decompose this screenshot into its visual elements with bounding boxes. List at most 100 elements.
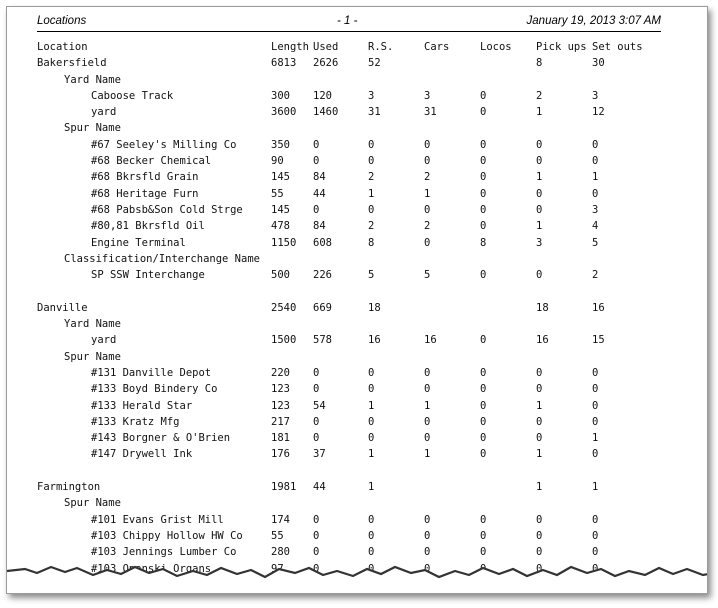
cell-locos: 0 [480, 89, 487, 102]
cell-cars: 0 [424, 203, 431, 216]
cell-location: #103 Opanski Organs [91, 562, 212, 575]
cell-cars: 0 [424, 529, 431, 542]
cell-rs: 2 [368, 171, 375, 184]
cell-used: 37 [313, 448, 326, 461]
cell-locos: 0 [480, 415, 487, 428]
cell-locos: 0 [480, 203, 487, 216]
col-length: Length [271, 41, 309, 53]
cell-rs: 0 [368, 383, 375, 396]
locations-report: Location Length Used R.S. Cars Locos Pic… [37, 41, 707, 579]
cell-location: Spur Name [64, 122, 121, 135]
cell-length: 123 [271, 383, 290, 396]
cell-used: 0 [313, 138, 320, 151]
cell-location: Danville [37, 301, 88, 314]
cell-pickups: 1 [536, 448, 543, 461]
cell-rs: 8 [368, 236, 375, 249]
cell-used: 84 [313, 220, 326, 233]
cell-setouts: 1 [592, 171, 599, 184]
col-rs: R.S. [368, 41, 394, 53]
group-heading-row: Spur Name [37, 351, 707, 367]
cell-length: 2540 [271, 301, 297, 314]
track-row: #67 Seeley's Milling Co 350 0 0 0 0 0 0 [37, 139, 707, 155]
cell-cars: 0 [424, 562, 431, 575]
cell-rs: 1 [368, 448, 375, 461]
cell-rs: 0 [368, 203, 375, 216]
cell-pickups: 0 [536, 187, 543, 200]
track-row: #68 Pabsb&Son Cold Strge 145 0 0 0 0 0 3 [37, 204, 707, 220]
cell-location: Classification/Interchange Name [64, 252, 260, 265]
cell-locos: 0 [480, 106, 487, 119]
cell-pickups: 1 [536, 399, 543, 412]
col-location: Location [37, 41, 88, 53]
cell-used: 578 [313, 334, 332, 347]
cell-used: 0 [313, 415, 320, 428]
cell-location: Bakersfield [37, 57, 107, 70]
cell-rs: 3 [368, 89, 375, 102]
cell-pickups: 0 [536, 203, 543, 216]
cell-setouts: 0 [592, 187, 599, 200]
cell-rs: 0 [368, 155, 375, 168]
track-row: #143 Borgner & O'Brien 181 0 0 0 0 0 1 [37, 432, 707, 448]
cell-locos: 0 [480, 546, 487, 559]
cell-length: 478 [271, 220, 290, 233]
cell-location: #68 Pabsb&Son Cold Strge [91, 203, 243, 216]
page-header: Locations - 1 - January 19, 2013 3:07 AM [37, 15, 661, 32]
cell-location: #68 Heritage Furn [91, 187, 199, 200]
group-heading-row: Yard Name [37, 318, 707, 334]
cell-location: #101 Evans Grist Mill [91, 513, 224, 526]
track-row: #133 Boyd Bindery Co 123 0 0 0 0 0 0 [37, 383, 707, 399]
cell-length: 1150 [271, 236, 297, 249]
group-heading-row: Yard Name [37, 74, 707, 90]
cell-locos: 0 [480, 334, 487, 347]
cell-setouts: 12 [592, 106, 605, 119]
report-title: Locations [37, 15, 87, 27]
cell-used: 0 [313, 432, 320, 445]
cell-cars: 0 [424, 432, 431, 445]
cell-setouts: 4 [592, 220, 599, 233]
cell-rs: 0 [368, 513, 375, 526]
track-row: #147 Drywell Ink 176 37 1 1 0 1 0 [37, 448, 707, 464]
cell-setouts: 0 [592, 562, 599, 575]
cell-locos: 0 [480, 448, 487, 461]
track-row: #68 Bkrsfld Grain 145 84 2 2 0 1 1 [37, 171, 707, 187]
cell-cars: 2 [424, 220, 431, 233]
cell-used: 669 [313, 301, 332, 314]
cell-locos: 0 [480, 432, 487, 445]
track-row: yard 1500 578 16 16 0 16 15 [37, 334, 707, 350]
col-locos: Locos [480, 41, 512, 53]
cell-setouts: 0 [592, 383, 599, 396]
cell-used: 0 [313, 366, 320, 379]
cell-length: 1981 [271, 481, 297, 494]
cell-locos: 0 [480, 187, 487, 200]
cell-setouts: 3 [592, 203, 599, 216]
cell-setouts: 5 [592, 236, 599, 249]
cell-location: Engine Terminal [91, 236, 186, 249]
cell-setouts: 0 [592, 529, 599, 542]
cell-used: 226 [313, 269, 332, 282]
cell-location: #80,81 Bkrsfld Oil [91, 220, 205, 233]
cell-rs: 0 [368, 366, 375, 379]
cell-rs: 5 [368, 269, 375, 282]
col-pickups: Pick ups [536, 41, 587, 53]
cell-length: 6813 [271, 57, 297, 70]
cell-setouts: 1 [592, 481, 599, 494]
cell-rs: 1 [368, 187, 375, 200]
cell-pickups: 0 [536, 366, 543, 379]
col-used: Used [313, 41, 339, 53]
track-row: #103 Chippy Hollow HW Co 55 0 0 0 0 0 0 [37, 530, 707, 546]
cell-cars: 3 [424, 89, 431, 102]
cell-used: 0 [313, 203, 320, 216]
torn-edge [7, 565, 707, 593]
cell-pickups: 1 [536, 106, 543, 119]
cell-pickups: 1 [536, 481, 543, 494]
cell-used: 0 [313, 513, 320, 526]
cell-pickups: 0 [536, 155, 543, 168]
cell-pickups: 0 [536, 383, 543, 396]
cell-locos: 0 [480, 399, 487, 412]
cell-setouts: 15 [592, 334, 605, 347]
cell-pickups: 0 [536, 546, 543, 559]
spacer-row [37, 285, 707, 301]
cell-locos: 0 [480, 366, 487, 379]
cell-length: 174 [271, 513, 290, 526]
cell-used: 44 [313, 187, 326, 200]
